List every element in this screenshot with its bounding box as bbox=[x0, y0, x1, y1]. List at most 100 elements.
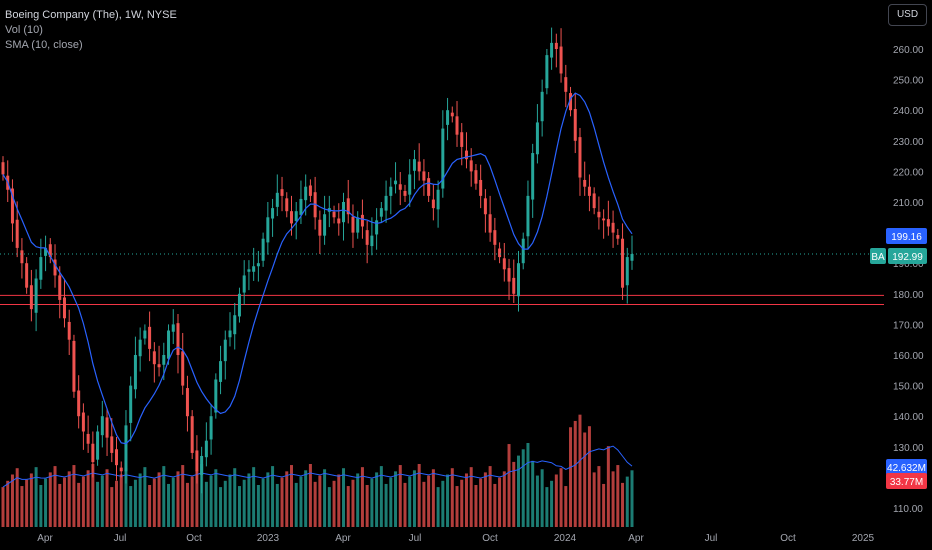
volume-bar bbox=[34, 467, 38, 527]
candle-body bbox=[597, 211, 601, 218]
volume-bar bbox=[100, 475, 104, 527]
candle-body bbox=[559, 46, 563, 74]
candle-body bbox=[162, 355, 166, 365]
volume-bar bbox=[275, 483, 279, 527]
volume-bar bbox=[389, 477, 393, 527]
sma-indicator-label[interactable]: SMA (10, close) bbox=[5, 39, 83, 51]
volume-sma-line bbox=[2, 445, 633, 488]
candle-body bbox=[417, 161, 421, 172]
candle-body bbox=[20, 250, 24, 264]
volume-bar bbox=[403, 482, 407, 527]
candle-body bbox=[460, 132, 464, 147]
currency-button[interactable]: USD bbox=[888, 4, 927, 26]
candle-body bbox=[516, 263, 520, 297]
volume-value-tag-bg bbox=[886, 473, 927, 489]
candle-body bbox=[58, 275, 62, 300]
volume-bar bbox=[256, 485, 260, 527]
volume-bar bbox=[621, 482, 625, 527]
symbol-title[interactable]: Boeing Company (The), 1W, NYSE bbox=[5, 9, 177, 21]
y-tick-label: 140.00 bbox=[893, 412, 924, 423]
symbol-tag: BA bbox=[871, 252, 885, 263]
volume-bar bbox=[133, 479, 137, 527]
candle-body bbox=[223, 339, 227, 362]
candle-body bbox=[342, 202, 346, 223]
candle-body bbox=[360, 214, 364, 227]
candle-body bbox=[195, 450, 199, 472]
candle-body bbox=[209, 416, 213, 440]
volume-bar bbox=[417, 464, 421, 527]
volume-bar bbox=[299, 476, 303, 527]
volume-bar bbox=[474, 485, 478, 527]
candle-body bbox=[34, 278, 38, 313]
candle-body bbox=[200, 455, 204, 475]
x-tick-label: 2023 bbox=[257, 533, 280, 544]
candle-body bbox=[39, 257, 43, 280]
y-tick-label: 190.00 bbox=[893, 259, 924, 270]
y-tick-label: 230.00 bbox=[893, 137, 924, 148]
candle-body bbox=[256, 263, 260, 267]
volume-bar bbox=[469, 467, 473, 527]
volume-bar bbox=[436, 487, 440, 527]
volume-bar bbox=[313, 481, 317, 527]
candle-body bbox=[105, 417, 109, 438]
last-price-tag-bg bbox=[888, 248, 927, 264]
volume-bar bbox=[10, 474, 14, 527]
volume-bar bbox=[25, 479, 29, 527]
candle-body bbox=[185, 388, 189, 417]
time-axis[interactable]: Apr Jul Oct 2023 Apr Jul Oct 2024 Apr Jul Oct 2025 bbox=[37, 533, 874, 544]
candle-body bbox=[228, 330, 232, 338]
volume-bar bbox=[304, 470, 308, 527]
volume-bar bbox=[138, 473, 142, 527]
volume-bar bbox=[498, 477, 502, 527]
volume-bar bbox=[479, 478, 483, 527]
volume-bar bbox=[162, 466, 166, 527]
candle-body bbox=[351, 216, 355, 233]
volume-bar bbox=[611, 471, 615, 527]
y-tick-label: 160.00 bbox=[893, 351, 924, 362]
candle-body bbox=[521, 238, 525, 264]
volume-bar bbox=[318, 475, 322, 527]
candle-body bbox=[616, 235, 620, 239]
vol-sma-tag: 42.632M bbox=[887, 463, 926, 474]
volume-bar bbox=[394, 471, 398, 527]
volume-bar bbox=[67, 471, 71, 527]
candle-body bbox=[502, 258, 506, 270]
candle-body bbox=[53, 259, 57, 276]
volume-bar bbox=[152, 478, 156, 527]
volume-bar bbox=[62, 477, 66, 527]
volume-bar bbox=[526, 443, 530, 527]
sma-polyline bbox=[2, 92, 633, 445]
candle-body bbox=[44, 247, 48, 256]
x-tick-label: Jul bbox=[409, 533, 422, 544]
price-axis[interactable]: 110.00120.00130.00140.00150.00160.00170.… bbox=[893, 45, 924, 515]
volume-bar bbox=[209, 475, 213, 527]
volume-bar bbox=[360, 467, 364, 527]
candle-body bbox=[275, 192, 279, 207]
symbol-tag-bg bbox=[870, 248, 886, 264]
candle-body bbox=[138, 339, 142, 357]
candle-body bbox=[323, 214, 327, 236]
price-tags: 199.16 BA 192.99 42.632M 33.77M bbox=[870, 228, 927, 489]
volume-bar bbox=[521, 449, 525, 527]
candle-body bbox=[294, 211, 298, 221]
x-tick-label: 2025 bbox=[852, 533, 875, 544]
volume-bar bbox=[583, 432, 587, 527]
candle-body bbox=[91, 443, 95, 463]
volume-bar bbox=[564, 486, 568, 527]
volume-bar bbox=[573, 420, 577, 527]
volume-bar bbox=[464, 473, 468, 527]
y-tick-label: 240.00 bbox=[893, 106, 924, 117]
x-tick-label: Jul bbox=[114, 533, 127, 544]
volume-indicator-label[interactable]: Vol (10) bbox=[5, 24, 43, 36]
candle-body bbox=[318, 219, 322, 236]
candle-body bbox=[408, 174, 412, 195]
volume-bar bbox=[289, 465, 293, 527]
vol-sma-tag-bg bbox=[886, 459, 927, 475]
candle-body bbox=[237, 293, 241, 317]
volume-bar bbox=[441, 480, 445, 527]
candle-body bbox=[611, 222, 615, 233]
volume-bar bbox=[266, 472, 270, 527]
volume-bar bbox=[550, 480, 554, 527]
candle-body bbox=[133, 355, 137, 390]
